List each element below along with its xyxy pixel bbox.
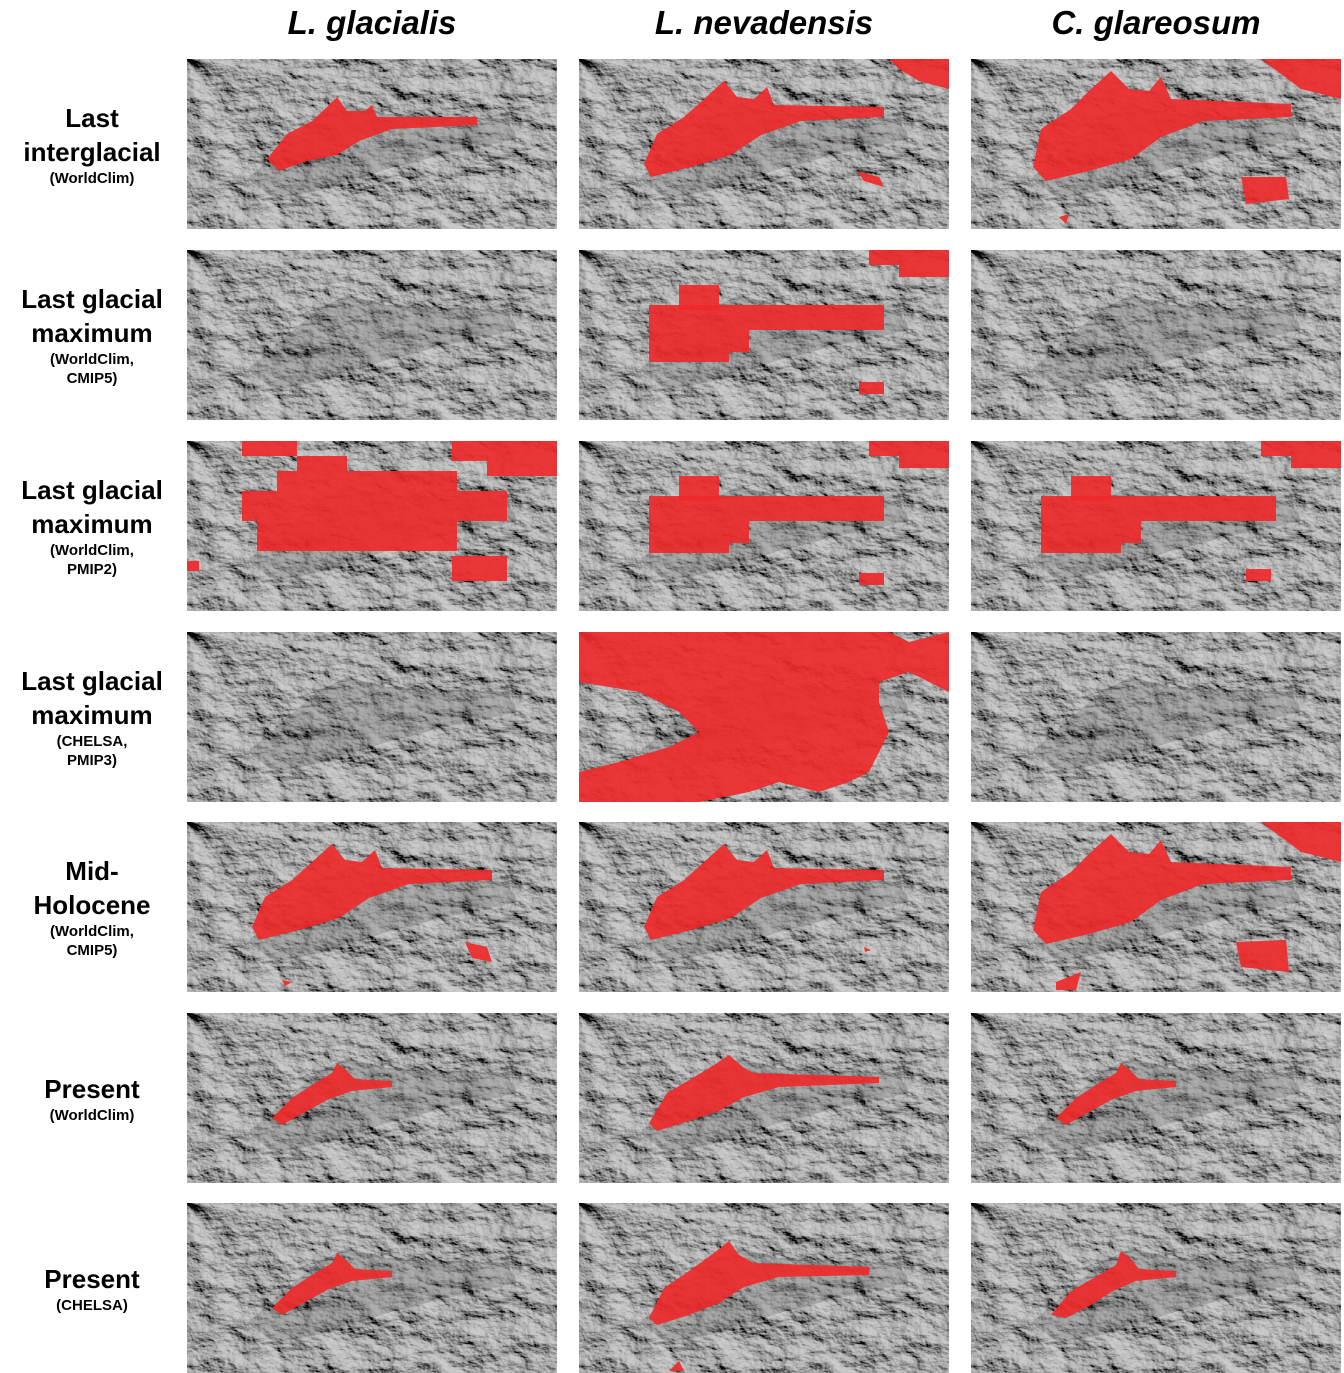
suitable-area bbox=[899, 456, 949, 468]
suitable-area bbox=[859, 573, 884, 585]
row-label: Last glacial maximum(WorldClim, PMIP2) bbox=[12, 441, 172, 611]
map-panel bbox=[971, 1203, 1341, 1373]
row-title: Last interglacial bbox=[17, 101, 167, 169]
row-title: Last glacial maximum bbox=[17, 664, 167, 732]
row-source: (WorldClim, CMIP5) bbox=[37, 922, 147, 960]
suitable-area bbox=[1261, 441, 1341, 456]
figure: L. glacialis L. nevadensis C. glareosum Las… bbox=[0, 0, 1344, 1369]
suitable-area bbox=[242, 491, 507, 521]
map-panel bbox=[187, 1013, 557, 1183]
suitable-area bbox=[242, 441, 297, 456]
suitable-area bbox=[297, 456, 347, 471]
suitable-area bbox=[257, 521, 457, 551]
column-title: L. nevadensis bbox=[579, 4, 949, 42]
row-source: (CHELSA) bbox=[37, 1296, 147, 1315]
suitable-area bbox=[869, 441, 949, 456]
row-source: (WorldClim) bbox=[37, 169, 147, 188]
row-source: (WorldClim, CMIP5) bbox=[37, 350, 147, 388]
map-panel bbox=[971, 822, 1341, 992]
map-panel bbox=[579, 1013, 949, 1183]
suitable-area bbox=[1041, 521, 1121, 553]
row-source: (CHELSA, PMIP3) bbox=[37, 732, 147, 770]
row-label: Present(CHELSA) bbox=[12, 1203, 172, 1373]
map-panel bbox=[187, 632, 557, 802]
map-panel bbox=[579, 441, 949, 611]
row-label: Last interglacial(WorldClim) bbox=[12, 59, 172, 229]
map-panel bbox=[971, 1013, 1341, 1183]
suitable-area bbox=[649, 330, 729, 362]
map-panel bbox=[187, 441, 557, 611]
map-panel bbox=[579, 59, 949, 229]
map-panel bbox=[971, 59, 1341, 229]
suitable-area bbox=[1121, 521, 1141, 543]
row-title: Last glacial maximum bbox=[17, 282, 167, 350]
map-panel bbox=[187, 1203, 557, 1373]
suitable-area bbox=[859, 382, 884, 394]
row-title: Present bbox=[17, 1072, 167, 1106]
suitable-area bbox=[452, 441, 557, 461]
suitable-area bbox=[1236, 940, 1289, 972]
suitable-area bbox=[729, 330, 749, 352]
column-title: L. glacialis bbox=[187, 4, 557, 42]
map-panel bbox=[579, 822, 949, 992]
row-label: Last glacial maximum(CHELSA, PMIP3) bbox=[12, 632, 172, 802]
row-source: (WorldClim, PMIP2) bbox=[37, 541, 147, 579]
suitable-area bbox=[649, 521, 729, 553]
row-label: Last glacial maximum(WorldClim, CMIP5) bbox=[12, 250, 172, 420]
map-panel bbox=[579, 632, 949, 802]
suitable-area bbox=[869, 250, 949, 265]
row-title: Present bbox=[17, 1262, 167, 1296]
suitable-area bbox=[487, 461, 557, 476]
suitable-area bbox=[187, 561, 199, 571]
suitable-area bbox=[1041, 496, 1276, 521]
suitable-area bbox=[649, 305, 884, 330]
suitable-area bbox=[1291, 456, 1341, 468]
row-title: Mid-Holocene bbox=[17, 854, 167, 922]
map-panel bbox=[579, 1203, 949, 1373]
row-title: Last glacial maximum bbox=[17, 473, 167, 541]
suitable-area bbox=[729, 521, 749, 543]
column-title: C. glareosum bbox=[971, 4, 1341, 42]
suitable-area bbox=[277, 471, 457, 491]
map-panel bbox=[187, 822, 557, 992]
row-label: Present(WorldClim) bbox=[12, 1013, 172, 1183]
map-panel bbox=[971, 441, 1341, 611]
map-panel bbox=[971, 250, 1341, 420]
map-panel bbox=[579, 250, 949, 420]
suitable-area bbox=[899, 265, 949, 277]
row-source: (WorldClim) bbox=[37, 1106, 147, 1125]
suitable-area bbox=[1246, 569, 1271, 581]
suitable-area bbox=[649, 496, 884, 521]
row-label: Mid-Holocene(WorldClim, CMIP5) bbox=[12, 822, 172, 992]
map-panel bbox=[971, 632, 1341, 802]
suitable-area bbox=[452, 556, 507, 581]
map-panel bbox=[187, 250, 557, 420]
map-panel bbox=[187, 59, 557, 229]
